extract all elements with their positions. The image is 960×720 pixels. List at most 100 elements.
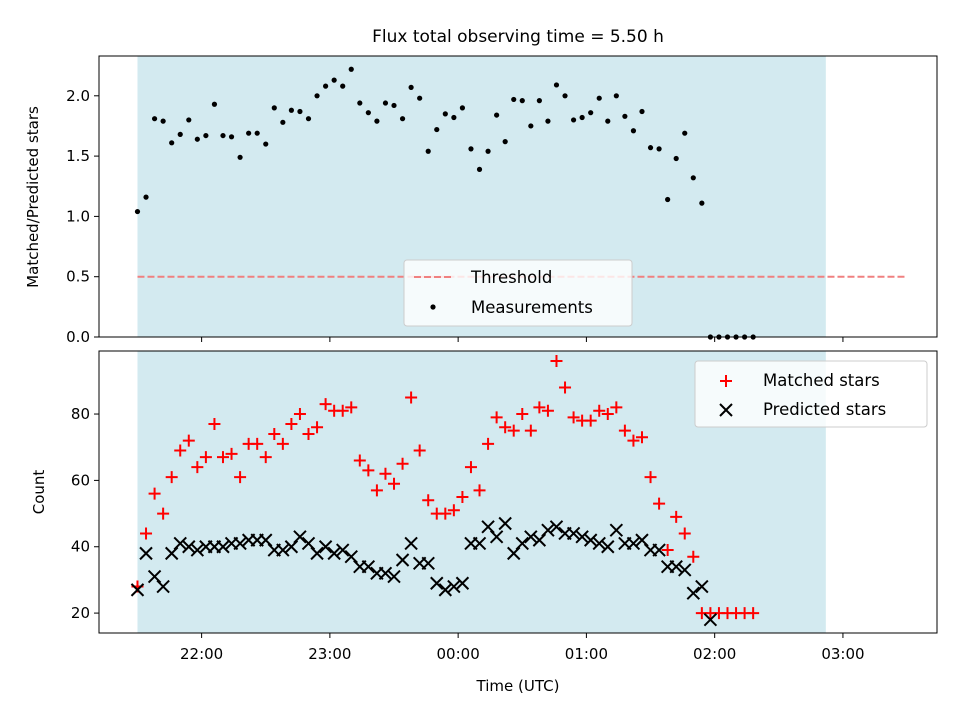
predicted-star-point xyxy=(549,520,564,534)
predicted-star-point xyxy=(686,586,701,600)
matched-star-point xyxy=(276,437,289,450)
matched-star-point xyxy=(259,451,272,464)
measurement-point xyxy=(194,136,200,142)
measurement-point xyxy=(519,98,525,104)
bottom-x-ticks: 22:00 23:00 00:00 01:00 02:00 03:00 xyxy=(180,633,865,663)
measurement-point xyxy=(485,148,491,154)
matched-star-point xyxy=(567,411,580,424)
predicted-star-point xyxy=(489,530,504,544)
matched-star-point xyxy=(559,381,572,394)
predicted-star-point xyxy=(583,533,598,547)
legend-measurements-label: Measurements xyxy=(471,298,593,317)
measurement-point xyxy=(246,130,252,136)
matched-star-point xyxy=(140,527,153,540)
matched-star-point xyxy=(670,510,683,523)
measurement-point xyxy=(553,82,560,88)
predicted-star-point xyxy=(421,556,435,571)
matched-star-point xyxy=(165,471,178,484)
matched-star-point xyxy=(593,404,606,417)
measurement-point xyxy=(305,116,312,122)
matched-star-point xyxy=(268,427,281,440)
matched-star-point xyxy=(482,437,495,450)
matched-star-point xyxy=(396,457,409,470)
predicted-star-point xyxy=(609,523,624,537)
measurement-point xyxy=(588,110,594,116)
measurement-point xyxy=(288,107,294,113)
predicted-star-point xyxy=(472,536,487,551)
predicted-star-point xyxy=(233,536,247,551)
measurement-point xyxy=(169,140,175,146)
measurement-point xyxy=(271,105,277,111)
measurement-point xyxy=(536,98,542,104)
top-y-ticks: 0.0 0.5 1.0 1.5 2.0 xyxy=(66,87,99,346)
measurement-point xyxy=(177,131,183,137)
predicted-star-point xyxy=(361,559,376,574)
matched-star-point xyxy=(456,490,469,503)
matched-star-point xyxy=(464,461,477,474)
predicted-star-point xyxy=(327,546,341,561)
measurement-point xyxy=(382,100,389,106)
predicted-star-point xyxy=(524,530,538,544)
measurement-point xyxy=(220,132,226,139)
measurement-point xyxy=(476,166,483,172)
matched-star-point xyxy=(285,417,298,430)
matched-star-point xyxy=(635,431,648,444)
matched-star-point xyxy=(405,391,418,404)
matched-star-point xyxy=(148,487,161,500)
measurement-point xyxy=(280,119,286,125)
measurement-point xyxy=(459,105,466,111)
measurement-point xyxy=(399,116,406,122)
predicted-star-point xyxy=(498,516,512,531)
measurement-point xyxy=(323,83,329,89)
measurement-point xyxy=(417,95,423,101)
top-y-tick-label: 0.5 xyxy=(66,268,90,286)
top-plot-frame xyxy=(98,55,938,338)
measurement-point xyxy=(699,200,705,206)
legend-measurements-swatch xyxy=(430,304,436,310)
measurement-point xyxy=(254,130,260,136)
matched-star-point xyxy=(370,484,383,497)
measurement-point xyxy=(656,146,662,152)
measurement-point xyxy=(647,145,654,151)
matched-star-point xyxy=(610,401,623,414)
matched-star-point xyxy=(293,408,306,421)
matched-star-point xyxy=(191,461,204,474)
predicted-star-point xyxy=(335,543,350,557)
matched-star-point xyxy=(174,444,187,457)
measurement-point xyxy=(160,118,166,124)
predicted-star-point xyxy=(455,576,470,590)
matched-star-point xyxy=(627,434,640,447)
measurement-point xyxy=(297,108,303,115)
measurement-point xyxy=(151,116,158,122)
measurement-point xyxy=(408,84,414,90)
matched-star-point xyxy=(362,464,375,477)
predicted-star-point xyxy=(652,543,666,557)
measurement-point xyxy=(186,117,192,123)
measurement-point xyxy=(425,148,431,154)
predicted-star-point xyxy=(703,613,718,627)
matched-star-point xyxy=(302,427,315,440)
top-y-tick-label: 2.0 xyxy=(66,87,90,105)
matched-star-point xyxy=(345,401,358,414)
matched-star-point xyxy=(533,401,546,414)
matched-star-point xyxy=(541,404,554,417)
top-legend-box xyxy=(403,259,633,327)
matched-star-point xyxy=(225,447,238,460)
matched-star-point xyxy=(507,424,520,437)
matched-star-point xyxy=(336,404,349,417)
measurement-point xyxy=(263,141,269,147)
measurement-point xyxy=(562,93,568,99)
top-legend: Threshold Measurements xyxy=(403,259,633,327)
predicted-star-point xyxy=(541,523,555,537)
measurement-point xyxy=(639,108,645,115)
measurement-point xyxy=(237,154,243,160)
predicted-star-point xyxy=(430,576,444,590)
measurement-point xyxy=(203,132,209,139)
predicted-star-point xyxy=(438,583,453,597)
measurement-point xyxy=(630,128,637,134)
measurement-point xyxy=(442,111,448,117)
predicted-star-point xyxy=(293,530,307,544)
predicted-star-point xyxy=(378,566,393,580)
measurement-point xyxy=(528,123,534,129)
